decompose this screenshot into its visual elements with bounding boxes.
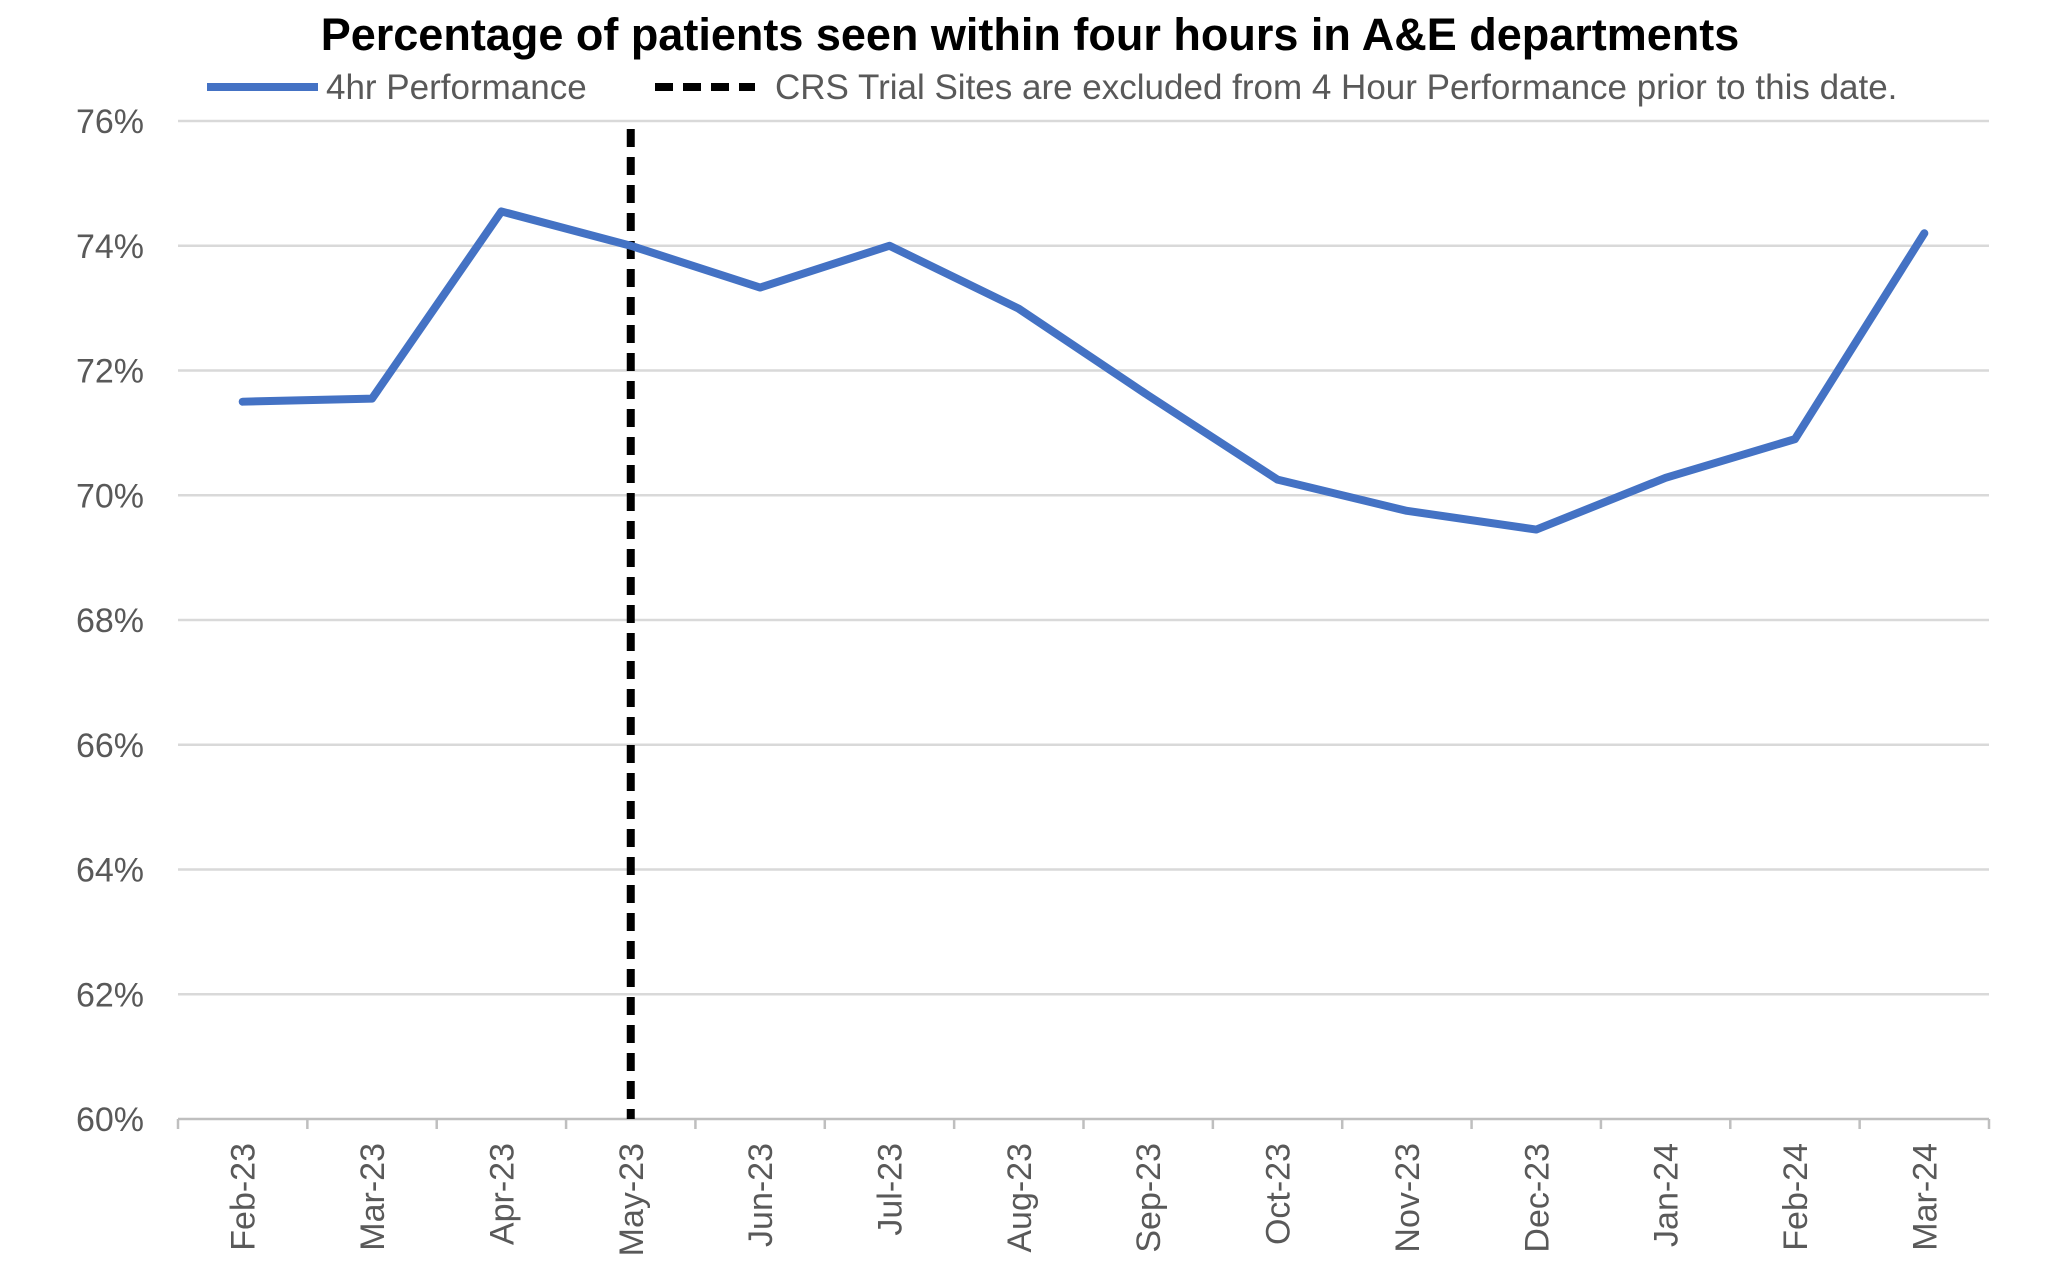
x-tick-label: Oct-23 [1260, 1143, 1298, 1245]
x-tick-label: Mar-23 [354, 1143, 392, 1251]
y-tick-label: 70% [76, 477, 144, 515]
x-tick-label: Dec-23 [1518, 1143, 1556, 1253]
y-tick-label: 68% [76, 602, 144, 640]
legend-label-series: 4hr Performance [326, 68, 587, 107]
y-tick-label: 60% [76, 1101, 144, 1139]
legend: 4hr Performance CRS Trial Sites are excl… [207, 68, 1897, 107]
x-tick-label: Jul-23 [871, 1143, 909, 1236]
y-tick-label: 76% [76, 103, 144, 141]
y-tick-label: 74% [76, 228, 144, 266]
x-tick-label: Feb-24 [1777, 1143, 1815, 1251]
y-tick-label: 66% [76, 727, 144, 765]
x-tick-label: Jan-24 [1648, 1143, 1686, 1247]
y-tick-label: 72% [76, 353, 144, 391]
x-tick-label: Aug-23 [1001, 1143, 1039, 1253]
x-tick-label: Feb-23 [225, 1143, 263, 1251]
x-tick-label: Sep-23 [1130, 1143, 1168, 1253]
x-tick-label: Apr-23 [483, 1143, 521, 1245]
x-tick-label: May-23 [613, 1143, 651, 1256]
x-tick-label: Jun-23 [742, 1143, 780, 1247]
x-tick-label: Mar-24 [1906, 1143, 1944, 1251]
y-tick-label: 62% [76, 976, 144, 1014]
y-tick-label: 64% [76, 852, 144, 890]
x-tick-label: Nov-23 [1389, 1143, 1427, 1253]
chart-title: Percentage of patients seen within four … [321, 9, 1740, 60]
legend-label-reference: CRS Trial Sites are excluded from 4 Hour… [775, 68, 1897, 107]
